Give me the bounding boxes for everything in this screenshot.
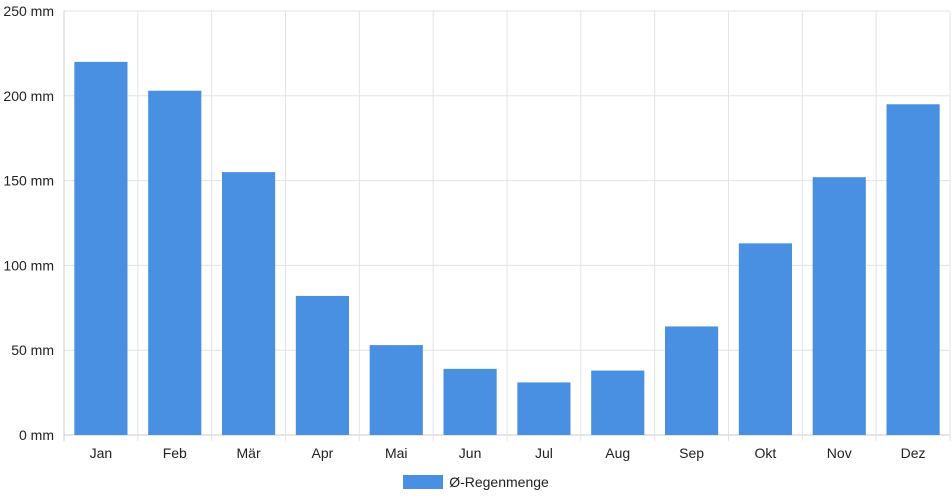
rainfall-bar-chart: 0 mm 50 mm 100 mm 150 mm 200 mm 250 mm Jan Feb…: [3, 3, 951, 461]
x-tick-label: Mär: [237, 445, 261, 461]
x-tick-label: Jan: [90, 445, 113, 461]
y-tick-label: 0 mm: [19, 427, 54, 443]
x-tick-label: Mai: [385, 445, 408, 461]
bar-mai: [369, 345, 423, 435]
bar-mär: [222, 172, 276, 435]
bar-jun: [443, 368, 497, 435]
y-tick-label: 100 mm: [3, 257, 54, 273]
y-tick-label: 150 mm: [3, 173, 54, 189]
x-tick-label: Nov: [827, 445, 852, 461]
x-tick-label: Sep: [679, 445, 704, 461]
x-tick-label: Apr: [312, 445, 334, 461]
x-tick-label: Okt: [755, 445, 777, 461]
bar-dez: [886, 104, 940, 435]
bar-aug: [591, 370, 645, 435]
x-tick-label: Feb: [163, 445, 187, 461]
bar-feb: [148, 90, 202, 435]
y-tick-label: 250 mm: [3, 3, 54, 19]
bar-jul: [517, 382, 571, 435]
legend-swatch: [403, 475, 444, 489]
y-axis-ticks: 0 mm 50 mm 100 mm 150 mm 200 mm 250 mm: [3, 3, 54, 443]
bar-sep: [665, 326, 719, 435]
x-tick-label: Aug: [605, 445, 630, 461]
bar-apr: [295, 295, 349, 435]
bars-layer: [74, 61, 940, 435]
legend[interactable]: Ø-Regenmenge: [0, 472, 952, 492]
y-tick-label: 50 mm: [11, 342, 54, 358]
x-tick-label: Jun: [459, 445, 482, 461]
bar-nov: [812, 177, 866, 435]
x-tick-label: Jul: [535, 445, 553, 461]
x-tick-label: Dez: [901, 445, 926, 461]
y-tick-label: 200 mm: [3, 88, 54, 104]
grid-layer: [63, 10, 951, 441]
bar-okt: [738, 243, 792, 435]
bar-jan: [74, 61, 128, 435]
legend-label: Ø-Regenmenge: [449, 474, 549, 490]
x-axis-ticks: Jan Feb Mär Apr Mai Jun Jul Aug Sep Okt Nov Dez: [90, 445, 926, 461]
